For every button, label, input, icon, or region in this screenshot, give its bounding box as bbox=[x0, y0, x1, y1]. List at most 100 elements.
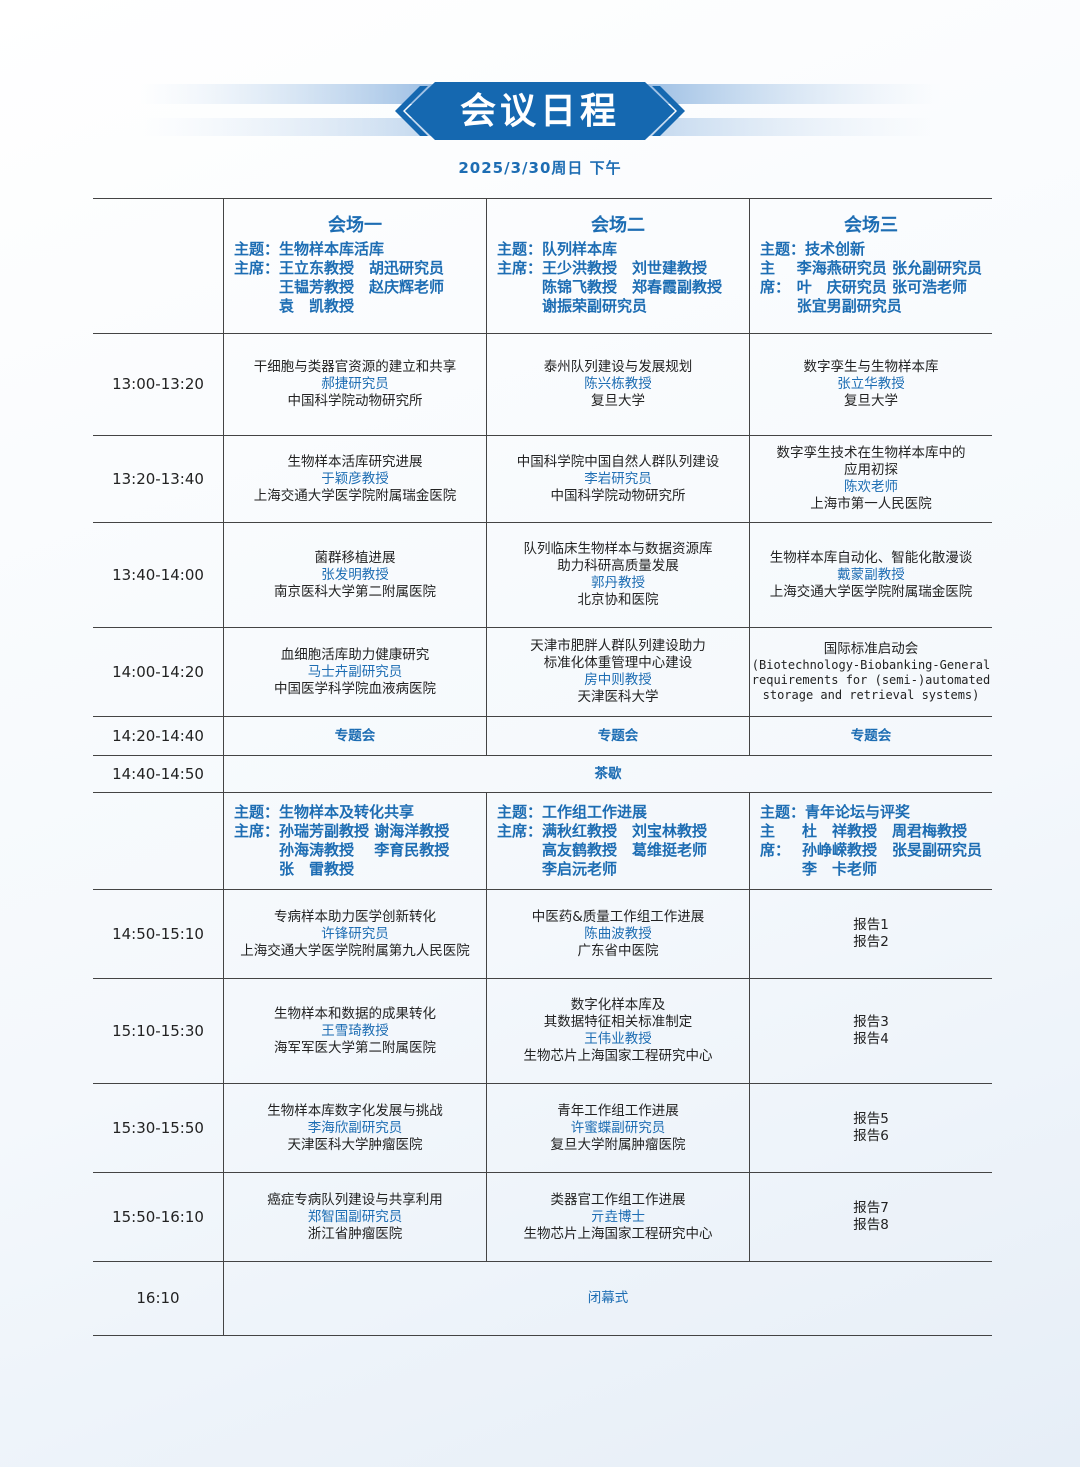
break: 闭幕式 bbox=[587, 1290, 629, 1306]
chair: 袁 凯教授 bbox=[279, 296, 355, 315]
chair-line: 主席： 王少洪教授 刘世建教授 陈锦飞教授 郑春霞副教授 谢振荣副研究员 bbox=[497, 259, 739, 316]
chair-label: 主席： bbox=[234, 822, 280, 840]
talk-cell: 中国科学院中国自然人群队列建设 李岩研究员 中国科学院动物研究所 bbox=[486, 436, 749, 522]
time-cell: 14:00-14:20 bbox=[93, 628, 223, 716]
talk-title: 专病样本助力医学创新转化 bbox=[274, 908, 436, 925]
talk-cell: 青年工作组工作进展 许蜜蝶副研究员 复旦大学附属肿瘤医院 bbox=[486, 1084, 749, 1172]
chair-line: 主席： 王立东教授 胡迅研究员 王韫芳教授 赵庆辉老师袁 凯教授 bbox=[234, 259, 476, 316]
talk-cell: 专题会 bbox=[486, 717, 749, 755]
time: 15:10-15:30 bbox=[112, 1021, 204, 1040]
talk-title: 其数据特征相关标准制定 bbox=[543, 1014, 693, 1030]
talk-cell: 专病样本助力医学创新转化 许锋研究员 上海交通大学医学院附属第九人民医院 bbox=[223, 890, 486, 978]
affiliation: 中国医学科学院血液病医院 bbox=[274, 680, 436, 697]
time: 16:10 bbox=[136, 1289, 180, 1307]
slot-row: 13:20-13:40 生物样本活库研究进展 于颖彦教授 上海交通大学医学院附属瑞金医… bbox=[93, 436, 992, 523]
talk-title: 泰州队列建设与发展规划 bbox=[543, 359, 693, 375]
time-cell: 15:30-15:50 bbox=[93, 1084, 223, 1172]
slot-row: 14:20-14:40 专题会 专题会 专题会 bbox=[93, 717, 992, 756]
chair: 高友鹤教授 葛维挺老师 bbox=[542, 841, 708, 859]
time: 13:00-13:20 bbox=[112, 375, 204, 393]
chair-list: 孙瑞芳副教授 谢海洋教授 孙海涛教授 李育民教授张 雷教授 bbox=[279, 822, 449, 879]
chair-line: 主席： 满秋红教授 刘宝林教授 高友鹤教授 葛维挺老师 李启沅老师 bbox=[497, 822, 739, 879]
affiliation: 复旦大学附属肿瘤医院 bbox=[550, 1136, 686, 1153]
affiliation: 上海市第一人民医院 bbox=[810, 496, 932, 512]
chair-line: 主席： 杜 祥教授 周君梅教授 孙峥嵘教授 张旻副研究员李 卡老师 bbox=[760, 822, 982, 879]
theme-label: 主题： bbox=[234, 803, 280, 821]
chair-label: 主席： bbox=[497, 822, 543, 840]
slot-row: 15:10-15:30 生物样本和数据的成果转化 王雪琦教授 海军军医大学第二附属医院… bbox=[93, 979, 992, 1084]
chair: 张宜男副研究员 bbox=[796, 296, 902, 315]
slot-row: 15:30-15:50 生物样本库数字化发展与挑战 李海欣副研究员 天津医科大学肿瘤医… bbox=[93, 1084, 992, 1173]
talk-cell: 菌群移植进展 张发明教授 南京医科大学第二附属医院 bbox=[223, 523, 486, 627]
span-cell: 茶歇 bbox=[223, 756, 992, 792]
talk-title: 助力科研高质量发展 bbox=[557, 558, 679, 574]
speaker: 房中则教授 bbox=[584, 672, 652, 688]
chair-label: 主席： bbox=[760, 822, 791, 859]
affiliation: 天津医科大学 bbox=[577, 689, 659, 705]
time: 14:00-14:20 bbox=[112, 662, 204, 681]
theme-label: 主题： bbox=[760, 239, 806, 258]
talk-cell: 天津市肥胖人群队列建设助力 标准化体重管理中心建设 房中则教授 天津医科大学 bbox=[486, 628, 749, 716]
talk-cell: 中医药&质量工作组工作进展 陈曲波教授 广东省中医院 bbox=[486, 890, 749, 978]
time-cell: 13:40-14:00 bbox=[93, 523, 223, 627]
speaker: 郝捷研究员 bbox=[321, 376, 389, 392]
talk-cell: 报告1 报告2 bbox=[749, 890, 992, 978]
header-row: 会场一 主题： 生物样本库活库 主席： 王立东教授 胡迅研究员 王韫芳教授 赵庆辉老师袁 … bbox=[93, 199, 992, 334]
time-cell: 16:10 bbox=[93, 1262, 223, 1335]
session-label: 专题会 bbox=[334, 727, 376, 744]
session-header: 主题： 青年论坛与评奖 主席： 杜 祥教授 周君梅教授 孙峥嵘教授 张旻副研究员李 卡老… bbox=[749, 793, 992, 889]
affiliation: 中国科学院动物研究所 bbox=[550, 487, 686, 504]
time-cell: 14:50-15:10 bbox=[93, 890, 223, 978]
session-header: 主题： 生物样本及转化共享 主席： 孙瑞芳副教授 谢海洋教授 孙海涛教授 李育民教授张 … bbox=[223, 793, 486, 889]
chair: 谢振荣副研究员 bbox=[542, 296, 648, 315]
theme-line: 主题： 技术创新 bbox=[760, 240, 982, 259]
talk-detail: storage and retrieval systems) bbox=[762, 688, 980, 702]
report: 报告5 bbox=[853, 1111, 889, 1127]
break: 茶歇 bbox=[594, 765, 622, 782]
speaker: 王伟业教授 bbox=[584, 1031, 652, 1047]
report: 报告4 bbox=[853, 1031, 889, 1047]
talk-title: 生物样本库数字化发展与挑战 bbox=[267, 1102, 443, 1119]
session-label: 专题会 bbox=[597, 727, 639, 744]
chair-list: 满秋红教授 刘宝林教授 高友鹤教授 葛维挺老师 李启沅老师 bbox=[542, 822, 707, 879]
speaker: 陈欢老师 bbox=[844, 479, 898, 495]
slot-row: 14:40-14:50 茶歇 bbox=[93, 756, 992, 793]
talk-cell: 生物样本和数据的成果转化 王雪琦教授 海军军医大学第二附属医院 bbox=[223, 979, 486, 1083]
talk-cell: 报告3 报告4 bbox=[749, 979, 992, 1083]
slot-row: 16:10 闭幕式 bbox=[93, 1262, 992, 1336]
affiliation: 复旦大学 bbox=[591, 393, 645, 409]
affiliation: 海军军医大学第二附属医院 bbox=[274, 1039, 436, 1056]
time-cell: 15:50-16:10 bbox=[93, 1173, 223, 1261]
talk-cell: 癌症专病队列建设与共享利用 郑智国副研究员 浙江省肿瘤医院 bbox=[223, 1173, 486, 1261]
talk-cell: 专题会 bbox=[749, 717, 992, 755]
theme: 青年论坛与评奖 bbox=[805, 803, 911, 821]
speaker: 于颖彦教授 bbox=[321, 470, 389, 487]
chair-list: 李海燕研究员 张允副研究员叶 庆研究员 张可浩老师 张宜男副研究员 bbox=[797, 259, 982, 316]
theme: 技术创新 bbox=[805, 239, 866, 258]
date: 2025/3/30周日 下午 bbox=[458, 159, 622, 177]
header-row: 主题： 生物样本及转化共享 主席： 孙瑞芳副教授 谢海洋教授 孙海涛教授 李育民教授张 … bbox=[93, 793, 992, 890]
time-cell: 14:40-14:50 bbox=[93, 756, 223, 792]
affiliation: 上海交通大学医学院附属瑞金医院 bbox=[253, 487, 457, 504]
affiliation: 复旦大学 bbox=[844, 393, 898, 409]
report: 报告6 bbox=[853, 1128, 889, 1144]
report: 报告2 bbox=[853, 934, 889, 950]
talk-title: 干细胞与类器官资源的建立和共享 bbox=[253, 359, 457, 375]
report: 报告3 bbox=[853, 1014, 889, 1030]
theme: 工作组工作进展 bbox=[542, 803, 648, 821]
venue: 会场二 bbox=[591, 214, 645, 236]
chair: 李海燕研究员 张允副研究员 bbox=[796, 258, 982, 277]
theme-label: 主题： bbox=[497, 803, 543, 821]
speaker: 亓垚博士 bbox=[591, 1208, 645, 1225]
session-header: 主题： 工作组工作进展 主席： 满秋红教授 刘宝林教授 高友鹤教授 葛维挺老师 李启沅老师 bbox=[486, 793, 749, 889]
affiliation: 上海交通大学医学院附属瑞金医院 bbox=[769, 583, 973, 600]
theme: 生物样本及转化共享 bbox=[279, 803, 415, 821]
session-header: 会场三 主题： 技术创新 主席： 李海燕研究员 张允副研究员叶 庆研究员 张可浩老师 张宜… bbox=[749, 199, 992, 333]
speaker: 郑智国副研究员 bbox=[307, 1208, 403, 1225]
talk-title: 队列临床生物样本与数据资源库 bbox=[523, 541, 713, 557]
affiliation: 生物芯片上海国家工程研究中心 bbox=[523, 1225, 713, 1242]
speaker: 许蜜蝶副研究员 bbox=[570, 1119, 666, 1136]
chair: 满秋红教授 刘宝林教授 bbox=[542, 822, 708, 840]
talk-cell: 报告7 报告8 bbox=[749, 1173, 992, 1261]
schedule-table: 会场一 主题： 生物样本库活库 主席： 王立东教授 胡迅研究员 王韫芳教授 赵庆辉老师袁 … bbox=[93, 198, 992, 1336]
